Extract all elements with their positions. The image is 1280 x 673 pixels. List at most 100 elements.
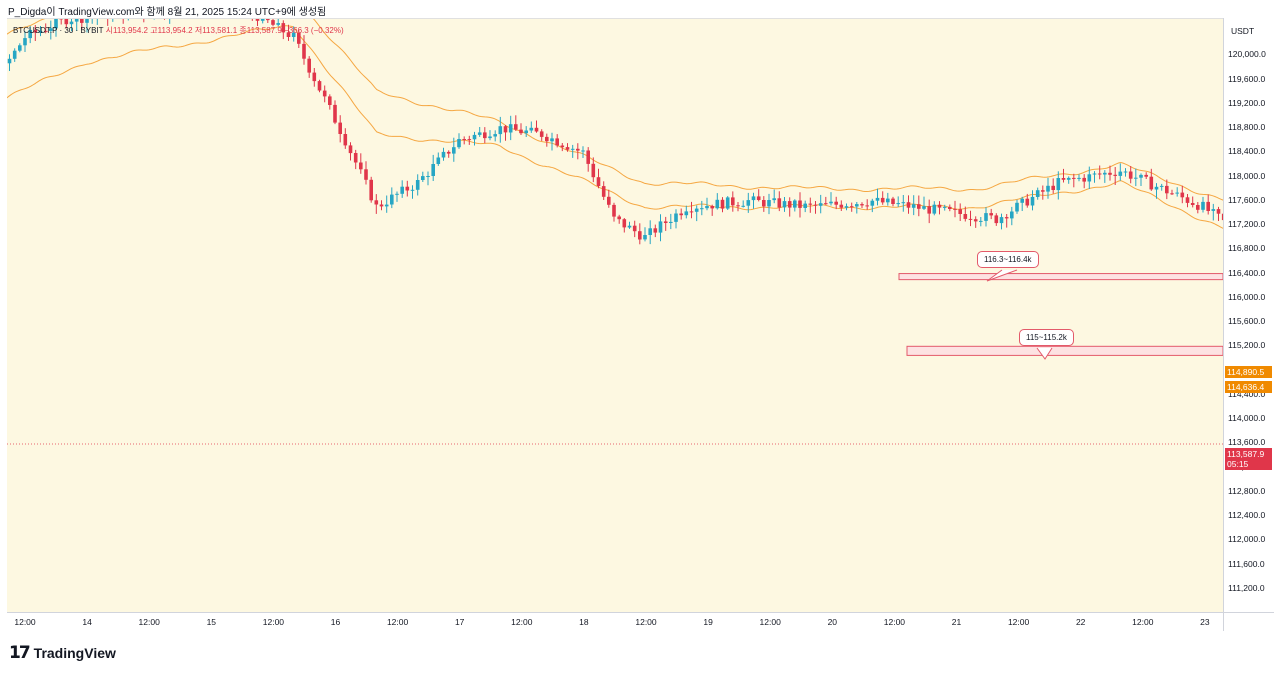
time-axis[interactable]: 12:00 14 12:00 15 12:00 16 12:00 17 12:00 18 12:00… — [7, 612, 1223, 631]
candle-body-227 — [1097, 173, 1102, 175]
candle-body-223 — [1077, 177, 1081, 179]
candle-body-20 — [28, 29, 32, 39]
candle-body-220 — [1061, 178, 1066, 180]
candle-body-144 — [669, 221, 673, 223]
candle-body-213 — [1025, 198, 1030, 206]
price-tick-label: 114,400.0 — [1228, 388, 1266, 399]
candle-body-22 — [38, 30, 43, 33]
price-tick-label: 111,600.0 — [1228, 558, 1265, 569]
candle-body-139 — [643, 235, 647, 240]
zone-label-lower[interactable]: 115~115.2k — [1019, 329, 1074, 346]
candle-body-129 — [591, 163, 596, 178]
candle-body-166 — [782, 201, 787, 208]
candle-body-147 — [684, 211, 689, 216]
band-upper-tag: 114,890.5 — [1225, 366, 1272, 378]
chart-canvas[interactable] — [7, 19, 1223, 613]
time-tick-label: 12:00 — [1007, 617, 1030, 627]
candle-body-169 — [798, 200, 802, 208]
candle-body-248 — [1206, 201, 1210, 211]
candle-body-88 — [379, 204, 384, 207]
candle-body-121 — [550, 138, 554, 142]
symbol-label[interactable]: BTCUSDT.P · 30 · BYBIT — [13, 26, 104, 35]
candle-body-237 — [1149, 176, 1154, 190]
time-tick-label: 12:00 — [511, 617, 533, 627]
price-tick-label: 115,200.0 — [1228, 340, 1266, 351]
candle-body-235 — [1139, 174, 1143, 178]
candle-body-236 — [1144, 174, 1148, 177]
candle-body-158 — [741, 205, 745, 207]
candle-body-212 — [1020, 198, 1024, 203]
candle-body-208 — [999, 217, 1004, 224]
candle-body-123 — [560, 145, 565, 148]
candle-body-176 — [834, 201, 838, 205]
candle-body-80 — [338, 122, 342, 134]
candle-body-130 — [596, 177, 601, 187]
candle-body-136 — [627, 225, 632, 228]
candle-body-109 — [488, 136, 492, 139]
candle-body-111 — [498, 126, 503, 135]
time-tick-label: 18 — [579, 617, 589, 627]
candle-body-217 — [1046, 185, 1050, 192]
candle-body-75 — [312, 72, 317, 82]
price-tick-label: 120,000.0 — [1228, 49, 1266, 60]
candle-body-106 — [472, 134, 477, 140]
candle-body-116 — [524, 130, 528, 134]
candle-body-152 — [710, 206, 714, 209]
zone-label-upper[interactable]: 116.3~116.4k — [977, 251, 1039, 268]
time-tick-label: 12:00 — [635, 617, 657, 627]
candle-body-245 — [1190, 203, 1195, 205]
price-axis[interactable]: USDT 120,000.0 119,600.0 119,200.0 118,800.… — [1223, 18, 1274, 612]
candle-body-143 — [663, 221, 668, 223]
candle-body-211 — [1015, 202, 1019, 212]
price-tick-label: 116,000.0 — [1228, 291, 1266, 302]
price-tick-label: 117,600.0 — [1228, 194, 1266, 205]
candle-body-184 — [875, 197, 880, 201]
price-tick-label: 114,000.0 — [1228, 413, 1266, 424]
candle-body-168 — [793, 200, 797, 208]
candle-body-115 — [519, 129, 523, 134]
candle-body-218 — [1051, 185, 1055, 190]
candle-body-194 — [927, 206, 931, 214]
zone-callout-pointer-upper — [986, 269, 1018, 282]
tradingview-logo[interactable]: 𝟭𝟳 TradingView — [9, 643, 116, 663]
last-price-tag: 113,587.9 05:15 — [1225, 448, 1272, 470]
candle-body-127 — [581, 150, 585, 152]
candle-body-174 — [824, 203, 828, 205]
candle-body-30 — [80, 19, 84, 23]
candle-body-210 — [1010, 211, 1014, 219]
candle-body-128 — [586, 150, 590, 164]
candle-body-24 — [49, 28, 53, 31]
candle-body-201 — [963, 214, 968, 219]
price-tick-label: 115,600.0 — [1228, 316, 1266, 327]
time-tick-label: 21 — [951, 617, 962, 627]
candle-body-164 — [772, 198, 776, 201]
candle-body-148 — [689, 211, 694, 213]
time-tick-label: 22 — [1075, 617, 1086, 627]
candle-body-249 — [1211, 209, 1216, 211]
chart-area[interactable]: BTCUSDT.P · 30 · BYBIT 시113,954.2 고113,9… — [7, 18, 1223, 613]
time-tick-label: 12:00 — [883, 617, 906, 627]
time-tick-label: 15 — [206, 617, 217, 627]
candle-body-96 — [421, 176, 425, 180]
candle-body-104 — [462, 139, 466, 140]
candle-body-162 — [762, 200, 766, 207]
candle-body-177 — [839, 204, 844, 208]
candle-body-19 — [23, 38, 27, 46]
candle-body-107 — [477, 132, 482, 135]
candle-body-86 — [369, 179, 373, 201]
candle-body-159 — [746, 200, 751, 206]
time-tick-label: 12:00 — [262, 617, 285, 627]
candle-body-185 — [880, 197, 885, 203]
candle-body-214 — [1030, 196, 1035, 206]
candle-body-31 — [85, 19, 89, 23]
tradingview-brand-name: TradingView — [33, 645, 116, 661]
candle-body-216 — [1041, 190, 1045, 192]
candle-body-21 — [33, 29, 38, 33]
time-tick-label: 17 — [454, 617, 465, 627]
candle-body-226 — [1092, 173, 1097, 175]
candle-body-122 — [555, 138, 559, 146]
candle-body-81 — [343, 134, 348, 146]
candle-body-189 — [901, 202, 906, 204]
candle-body-204 — [979, 220, 983, 222]
candle-body-207 — [994, 215, 999, 224]
